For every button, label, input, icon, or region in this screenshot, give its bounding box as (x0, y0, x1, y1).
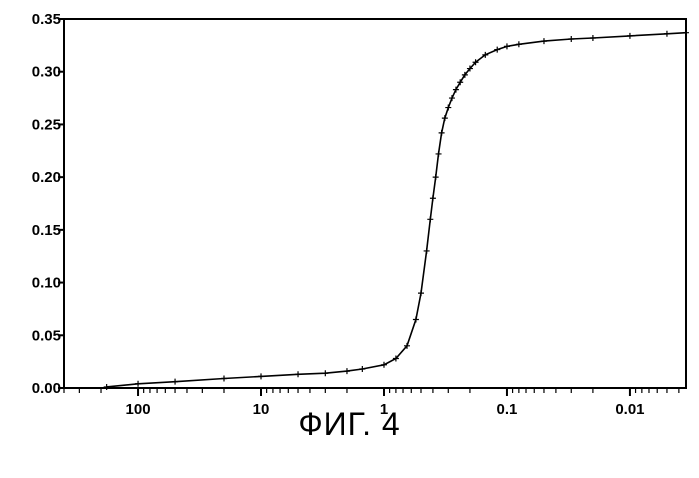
data-point-marker (433, 174, 439, 180)
data-point-marker (541, 38, 547, 44)
series-layer (104, 30, 689, 390)
series-line (107, 33, 686, 387)
y-tick-label: 0.35 (32, 11, 61, 28)
y-tick-label: 0.20 (32, 169, 61, 186)
data-point-marker (221, 376, 227, 382)
data-point-marker (504, 43, 510, 49)
data-point-marker (381, 362, 387, 368)
data-point-marker (664, 31, 670, 37)
data-point-marker (442, 115, 448, 121)
data-point-marker (418, 290, 424, 296)
y-tick-label: 0.25 (32, 116, 61, 133)
data-point-marker (359, 366, 365, 372)
data-point-marker (683, 30, 689, 36)
data-point-marker (322, 370, 328, 376)
data-point-marker (439, 130, 445, 136)
data-point-marker (424, 248, 430, 254)
data-point-marker (590, 35, 596, 41)
figure-caption: ФИГ. 4 (0, 406, 699, 443)
y-tick-label: 0.15 (32, 222, 61, 239)
data-point-marker (494, 47, 500, 53)
data-point-marker (135, 381, 141, 387)
data-point-marker (449, 95, 455, 101)
data-point-marker (344, 368, 350, 374)
data-point-marker (568, 36, 574, 42)
data-point-marker (627, 33, 633, 39)
y-tick-label: 0.05 (32, 327, 61, 344)
data-point-marker (430, 195, 436, 201)
data-point-marker (445, 105, 451, 111)
data-point-marker (258, 373, 264, 379)
data-point-marker (172, 379, 178, 385)
y-tick-label: 0.10 (32, 275, 61, 292)
data-point-marker (427, 216, 433, 222)
data-point-marker (516, 41, 522, 47)
plot-frame (64, 19, 686, 388)
y-tick-label: 0.30 (32, 64, 61, 81)
data-point-marker (104, 384, 110, 390)
data-point-marker (413, 316, 419, 322)
y-axis: 0.00 0.05 0.10 0.15 0.20 0.25 0.30 0.35 (32, 11, 64, 397)
data-point-marker (436, 151, 442, 157)
y-tick-label: 0.00 (32, 380, 61, 397)
data-point-marker (295, 371, 301, 377)
